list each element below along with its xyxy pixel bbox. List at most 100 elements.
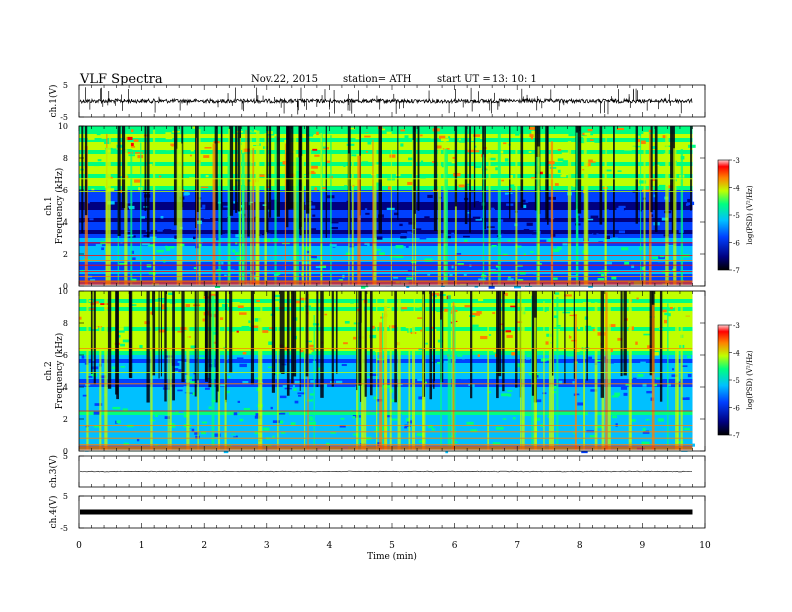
- spectrogram-cell: [234, 252, 240, 256]
- y-axis-label: ch.2: [44, 361, 54, 380]
- spheric-line: [509, 126, 511, 219]
- spheric-line: [412, 139, 414, 286]
- spectrogram-band: [79, 238, 693, 243]
- spectrogram-cell: [155, 374, 161, 377]
- spectrogram-cell: [434, 294, 437, 298]
- spheric-line: [271, 291, 275, 393]
- spectrogram-cell: [618, 205, 626, 208]
- spheric-line: [372, 139, 374, 286]
- spectrogram-cell: [562, 311, 571, 314]
- spheric-line: [218, 151, 221, 286]
- spectrogram-cell: [299, 297, 307, 301]
- spectrogram-cell: [364, 135, 371, 138]
- spectrogram-cell: [111, 388, 119, 392]
- spectrogram-cell: [530, 136, 534, 140]
- spectrogram-cell: [299, 354, 306, 358]
- spectrogram-cell: [482, 361, 486, 363]
- spectrogram-cell: [314, 187, 318, 191]
- spectrogram-cell: [444, 308, 449, 312]
- spheric-line: [613, 126, 615, 238]
- spectrogram-cell: [602, 222, 606, 225]
- spheric-line: [537, 146, 540, 286]
- spectrogram-cell: [429, 326, 435, 329]
- spectrogram-cell: [387, 226, 392, 230]
- spheric-line: [86, 297, 89, 451]
- spectrogram-cell: [474, 145, 477, 148]
- spectrogram-cell: [455, 253, 462, 255]
- spectrogram-cell: [83, 359, 86, 362]
- spectrogram-cell: [404, 135, 409, 139]
- spectrogram-cell: [91, 188, 95, 191]
- spectrogram-cell: [632, 377, 637, 381]
- spectrogram-cell: [653, 194, 656, 198]
- spectrogram-cell: [598, 155, 607, 158]
- spectrogram-cell: [535, 399, 542, 403]
- spectrogram-cell: [107, 201, 115, 205]
- ch1-colorbar: -3 -4 -5 -6 -7 log(PSD) (V²/Hz): [717, 157, 754, 275]
- y-tick-label: 8: [63, 154, 68, 163]
- spectrogram-cell: [454, 322, 462, 324]
- spectrogram-cell: [87, 426, 96, 429]
- spectrogram-cell: [596, 359, 603, 362]
- spectrogram-cell: [197, 358, 202, 362]
- spectrogram-cell: [319, 265, 327, 269]
- spectrogram-cell: [330, 221, 339, 224]
- spectrogram-cell: [405, 267, 412, 270]
- spectrogram-cell: [111, 366, 118, 370]
- spectrogram-cell: [380, 316, 384, 319]
- spectrogram-cell: [125, 230, 131, 233]
- spheric-line: [195, 126, 197, 229]
- spectrogram-band: [79, 134, 693, 139]
- spheric-line: [293, 134, 297, 286]
- spectrogram-cell: [492, 239, 500, 243]
- spectrogram-cell: [419, 429, 424, 432]
- spectrogram-cell: [300, 224, 308, 228]
- spheric-line: [605, 134, 607, 286]
- spectrogram-cell: [452, 157, 456, 159]
- spectrogram-cell: [624, 261, 630, 265]
- spectrogram-cell: [190, 148, 194, 152]
- spectrogram-cell: [172, 293, 179, 297]
- y-tick-label: 6: [63, 186, 68, 195]
- spheric-line: [105, 147, 109, 286]
- spectrogram-cell: [528, 151, 532, 153]
- spheric-line: [675, 304, 678, 451]
- spectrogram-cell: [268, 341, 273, 345]
- x-tick-label: 5: [389, 541, 395, 551]
- spectrogram-cell: [408, 157, 414, 161]
- ch2-spectrogram-panel: 0 2 4 6 8 10 ch.2 Frequency (kHz): [44, 287, 706, 456]
- spectrogram-cell: [96, 296, 105, 299]
- spectrogram-cell: [587, 159, 596, 163]
- spectrogram-cell: [279, 412, 286, 415]
- spectrogram-cell: [437, 439, 443, 443]
- spectrogram-cell: [251, 374, 258, 377]
- spectrogram-cell: [375, 349, 382, 353]
- spectrogram-cell: [267, 233, 271, 236]
- spectrogram-cell: [580, 140, 586, 144]
- spectrogram-cell: [298, 395, 302, 397]
- spectrogram-cell: [93, 425, 100, 428]
- spectrogram-cell: [503, 142, 507, 145]
- y-tick-label: 0: [63, 282, 68, 291]
- spectrogram-cell: [574, 348, 580, 352]
- spectrogram-cell: [94, 301, 99, 304]
- spectrogram-cell: [237, 185, 246, 189]
- spectrogram-cell: [131, 250, 134, 254]
- spectrogram-cell: [407, 231, 413, 235]
- spectrogram-cell: [295, 300, 301, 304]
- spectrogram-cell: [401, 307, 408, 310]
- spectrogram-cell: [183, 426, 189, 430]
- spectrogram-cell: [154, 190, 162, 194]
- spectrogram-cell: [400, 233, 407, 237]
- ch3-waveform-panel: 5 ch.3(V): [48, 452, 706, 488]
- spectrogram-cell: [301, 261, 310, 265]
- spectrogram-cell: [277, 404, 284, 407]
- spectrogram-cell: [499, 323, 505, 326]
- spectrogram-band: [79, 210, 693, 215]
- spheric-line: [84, 126, 88, 216]
- spectrogram-cell: [297, 392, 306, 395]
- spectrogram-cell: [562, 202, 568, 204]
- spheric-line: [358, 291, 362, 386]
- spectrogram-cell: [414, 172, 418, 176]
- spectrogram-cell: [341, 363, 347, 367]
